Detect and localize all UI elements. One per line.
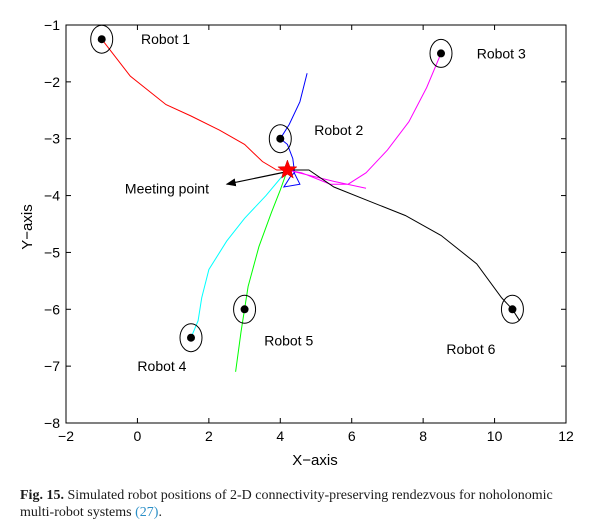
- robot-5-trajectory: [235, 169, 288, 372]
- robot-5-start-point: [240, 305, 249, 314]
- robot-4-trajectory: [190, 169, 288, 338]
- series-layer: [90, 24, 524, 372]
- y-tick-label: −6: [44, 301, 60, 317]
- caption-text: Simulated robot positions of 2-D connect…: [20, 488, 553, 520]
- x-tick-label: 8: [419, 428, 427, 444]
- robot-4-start-point: [187, 333, 195, 342]
- robot-6-label: Robot 6: [446, 341, 495, 357]
- robot-2-label: Robot 2: [314, 122, 363, 138]
- robot-2-trajectory: [279, 73, 308, 188]
- robot-3-label: Robot 3: [477, 45, 526, 61]
- x-tick-label: 4: [276, 428, 284, 444]
- robot-2-start-point: [276, 134, 285, 143]
- robot-3-trajectory: [287, 53, 442, 189]
- robot-3-start-ring: [429, 38, 453, 68]
- robot-1-start-ring: [90, 24, 114, 54]
- y-tick-label: −7: [44, 358, 60, 374]
- y-tick-label: −2: [44, 74, 60, 90]
- robot-1-trajectory: [101, 38, 288, 171]
- x-tick-label: 2: [205, 428, 213, 444]
- robot-6-start-point: [508, 305, 517, 314]
- meeting-point-label: Meeting point: [125, 181, 209, 197]
- x-tick-label: 0: [134, 428, 142, 444]
- robot-4-start-ring: [179, 323, 203, 353]
- y-tick-label: −8: [44, 415, 60, 431]
- x-tick-label: −2: [58, 428, 74, 444]
- y-tick-label: −5: [44, 244, 60, 260]
- robot-5-start-ring: [233, 294, 257, 324]
- robot-1-start-point: [97, 35, 106, 44]
- robot-2-start-ring: [268, 124, 292, 154]
- labels-layer: Robot 1 Robot 2 Robot 3 Robot 4 Robot 5 Robot…: [125, 31, 526, 374]
- y-tick-label: −4: [44, 188, 60, 204]
- x-tick-label: 12: [558, 428, 574, 444]
- meeting-point-arrow: [225, 171, 286, 187]
- meeting-point-star: [277, 159, 298, 179]
- axis-ticks: −2 0 2 4 6 8 10 12 −1 −2 −3 −4 −5 −6 −7 −8: [44, 17, 574, 444]
- caption-reference-link[interactable]: (27): [135, 505, 159, 520]
- caption-label: Fig. 15.: [20, 488, 64, 503]
- x-tick-label: 10: [487, 428, 503, 444]
- y-axis-label: Y−axis: [19, 204, 36, 249]
- robot-rendezvous-chart: −2 0 2 4 6 8 10 12−1−2−3−4−5−6−7−8 Robot 1Robot…: [19, 17, 574, 469]
- caption-end: .: [158, 505, 162, 520]
- x-axis-label: X−axis: [292, 452, 337, 469]
- robot-5-label: Robot 5: [264, 333, 313, 349]
- robot-4-label: Robot 4: [137, 358, 186, 374]
- x-tick-label: 6: [348, 428, 356, 444]
- robot-1-label: Robot 1: [141, 31, 190, 47]
- robot-6-start-ring: [500, 294, 524, 324]
- robot-3-start-point: [437, 49, 445, 58]
- y-tick-label: −1: [44, 17, 60, 33]
- figure-caption: Fig. 15. Simulated robot positions of 2-…: [20, 487, 580, 521]
- robot-6-trajectory: [287, 169, 521, 321]
- y-tick-label: −3: [44, 131, 60, 147]
- plot-area: [65, 24, 567, 424]
